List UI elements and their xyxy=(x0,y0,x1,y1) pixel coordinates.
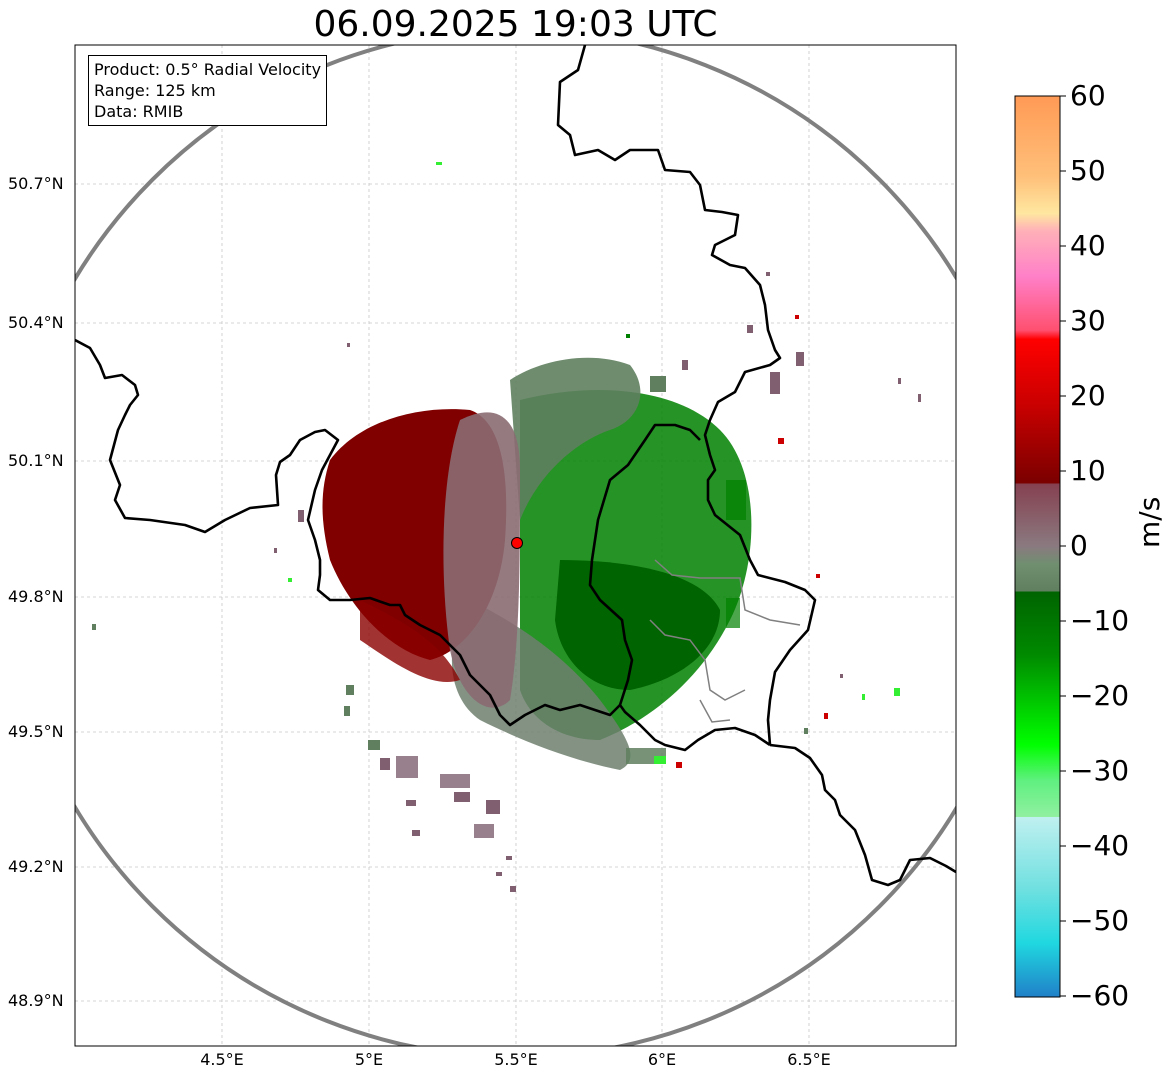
x-tick-label: 5°E xyxy=(354,1050,384,1069)
y-tick-label: 49.8°N xyxy=(8,587,64,606)
colorbar xyxy=(1014,95,1061,998)
y-tick-label: 49.2°N xyxy=(8,857,64,876)
colorbar-tick-label: −60 xyxy=(1070,979,1130,1012)
colorbar-tick-label: −20 xyxy=(1070,679,1130,712)
colorbar-tick-label: 20 xyxy=(1070,379,1106,412)
map-title: 06.09.2025 19:03 UTC xyxy=(313,4,718,45)
country-borders xyxy=(75,45,956,887)
x-tick-label: 4.5°E xyxy=(200,1050,244,1069)
y-tick-label: 48.9°N xyxy=(8,991,64,1010)
colorbar-tick-label: −30 xyxy=(1070,754,1130,787)
product-info-box: Product: 0.5° Radial Velocity Range: 125… xyxy=(88,55,328,126)
info-data-source: Data: RMIB xyxy=(94,102,184,121)
province-borders xyxy=(649,559,801,723)
colorbar-tick-label: −50 xyxy=(1070,904,1130,937)
colorbar-tick-label: −10 xyxy=(1070,604,1130,637)
echo-red-south xyxy=(360,600,460,682)
echo-rose-center xyxy=(443,412,520,708)
x-tick-label: 6°E xyxy=(647,1050,677,1069)
y-tick-label: 50.4°N xyxy=(8,313,64,332)
colorbar-tick-label: 0 xyxy=(1070,529,1088,562)
y-tick-label: 50.1°N xyxy=(8,451,64,470)
colorbar-tick-label: 30 xyxy=(1070,304,1106,337)
colorbar-ticks xyxy=(1060,95,1066,997)
info-range: Range: 125 km xyxy=(94,81,216,100)
colorbar-tick-label: −40 xyxy=(1070,829,1130,862)
radar-site-marker xyxy=(511,537,523,549)
colorbar-tick-label: 50 xyxy=(1070,154,1106,187)
y-tick-label: 50.7°N xyxy=(8,174,64,193)
map-frame xyxy=(74,44,957,1047)
colorbar-tick-label: 10 xyxy=(1070,454,1106,487)
colorbar-unit-label: m/s xyxy=(1133,496,1166,548)
info-product: Product: 0.5° Radial Velocity xyxy=(94,60,322,79)
velocity-echoes xyxy=(92,162,921,892)
y-tick-label: 49.5°N xyxy=(8,722,64,741)
colorbar-tick-label: 60 xyxy=(1070,79,1106,112)
echo-grey-green xyxy=(510,357,641,520)
colorbar-tick-label: 40 xyxy=(1070,229,1106,262)
x-tick-label: 5.5°E xyxy=(494,1050,538,1069)
x-tick-label: 6.5°E xyxy=(787,1050,831,1069)
